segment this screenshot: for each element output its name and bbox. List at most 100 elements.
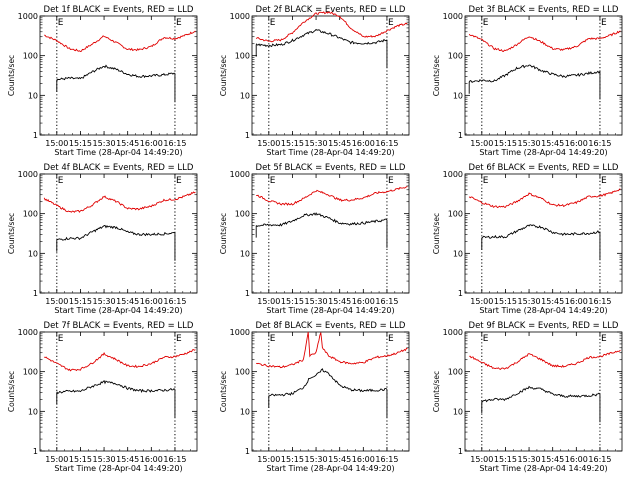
event-start-label: E bbox=[58, 18, 64, 28]
x-tick-label: 15:30 bbox=[93, 455, 116, 464]
event-start-label: E bbox=[58, 334, 64, 344]
x-tick-label: 15:30 bbox=[305, 297, 328, 306]
y-tick-label: 1 bbox=[458, 131, 463, 140]
x-tick-label: 15:45 bbox=[541, 139, 564, 148]
plot-frame bbox=[464, 15, 623, 136]
y-tick-label: 1 bbox=[245, 447, 250, 456]
panel-det-2: Det 2f BLACK = Events, RED = LLD 1 10 100 10… bbox=[219, 5, 410, 157]
x-tick-label: 15:15 bbox=[69, 455, 92, 464]
series-events-line bbox=[56, 64, 175, 81]
x-tick-label: 15:30 bbox=[518, 139, 541, 148]
series-lld-line bbox=[468, 30, 621, 53]
y-tick-label: 10 bbox=[28, 91, 38, 100]
y-tick-label: 10 bbox=[28, 249, 38, 258]
event-end-label: E bbox=[388, 176, 394, 186]
x-tick-label: 15:15 bbox=[494, 139, 517, 148]
y-tick-label: 10 bbox=[28, 407, 38, 416]
y-tick-label: 10 bbox=[453, 407, 463, 416]
series-lld-line bbox=[256, 186, 408, 206]
x-tick-label: 15:00 bbox=[45, 139, 68, 148]
x-tick-label: 16:00 bbox=[352, 139, 375, 148]
x-tick-label: 15:15 bbox=[69, 139, 92, 148]
x-tick-label: 15:15 bbox=[281, 297, 304, 306]
event-end-label: E bbox=[176, 334, 182, 344]
x-tick-label: 16:15 bbox=[375, 139, 398, 148]
series-lld-line bbox=[468, 188, 621, 209]
x-axis-label: Start Time (28-Apr-04 14:49:20) bbox=[54, 306, 182, 315]
y-tick-label: 1000 bbox=[18, 170, 38, 179]
event-end-label: E bbox=[601, 18, 607, 28]
panel-title: Det 3f BLACK = Events, RED = LLD bbox=[469, 5, 619, 15]
y-tick-label: 1000 bbox=[443, 170, 463, 179]
event-end-label: E bbox=[388, 18, 394, 28]
y-tick-label: 100 bbox=[235, 52, 250, 61]
x-axis-label: Start Time (28-Apr-04 14:49:20) bbox=[479, 148, 607, 157]
panel-title: Det 2f BLACK = Events, RED = LLD bbox=[256, 5, 406, 15]
y-tick-label: 100 bbox=[448, 210, 463, 219]
x-tick-label: 16:15 bbox=[375, 455, 398, 464]
event-end-label: E bbox=[176, 18, 182, 28]
x-tick-label: 15:15 bbox=[494, 455, 517, 464]
series-events-line bbox=[255, 28, 388, 48]
series-events-line bbox=[56, 224, 176, 241]
x-tick-label: 15:15 bbox=[281, 455, 304, 464]
y-axis-label: Counts/sec bbox=[432, 213, 441, 254]
event-end-label: E bbox=[388, 334, 394, 344]
event-end-label: E bbox=[176, 176, 182, 186]
plot-frame bbox=[39, 15, 198, 136]
series-lld-line bbox=[255, 11, 408, 43]
y-tick-label: 10 bbox=[453, 249, 463, 258]
panel-det-3: Det 3f BLACK = Events, RED = LLD 1 10 100 10… bbox=[432, 5, 623, 157]
y-tick-label: 100 bbox=[23, 210, 38, 219]
x-tick-label: 16:00 bbox=[565, 455, 588, 464]
x-tick-label: 16:00 bbox=[565, 297, 588, 306]
plot-frame bbox=[251, 15, 410, 136]
plot-frame bbox=[464, 173, 623, 294]
panel-det-9: Det 9f BLACK = Events, RED = LLD 1 10 100 10… bbox=[432, 321, 623, 473]
x-axis-label: Start Time (28-Apr-04 14:49:20) bbox=[479, 464, 607, 473]
y-tick-label: 1 bbox=[245, 131, 250, 140]
y-tick-label: 10 bbox=[240, 249, 250, 258]
y-axis-label: Counts/sec bbox=[432, 371, 441, 412]
x-tick-label: 15:30 bbox=[305, 455, 328, 464]
x-tick-label: 15:30 bbox=[93, 297, 116, 306]
panel-title: Det 6f BLACK = Events, RED = LLD bbox=[469, 163, 619, 173]
event-start-label: E bbox=[483, 176, 489, 186]
x-tick-label: 15:00 bbox=[257, 297, 280, 306]
plot-frame bbox=[39, 173, 198, 294]
x-tick-label: 16:15 bbox=[163, 139, 186, 148]
series-events-line bbox=[268, 368, 388, 397]
panel-det-6: Det 6f BLACK = Events, RED = LLD 1 10 100 10… bbox=[432, 163, 623, 315]
series-lld-line bbox=[256, 331, 408, 369]
y-tick-label: 1 bbox=[458, 289, 463, 298]
x-tick-label: 16:00 bbox=[140, 455, 163, 464]
event-start-label: E bbox=[58, 176, 64, 186]
x-axis-label: Start Time (28-Apr-04 14:49:20) bbox=[54, 464, 182, 473]
x-tick-label: 15:15 bbox=[494, 297, 517, 306]
y-tick-label: 100 bbox=[448, 52, 463, 61]
plot-frame bbox=[39, 331, 198, 452]
y-tick-label: 1 bbox=[33, 289, 38, 298]
x-tick-label: 15:00 bbox=[45, 297, 68, 306]
x-tick-label: 15:00 bbox=[470, 455, 493, 464]
x-tick-label: 15:30 bbox=[93, 139, 116, 148]
series-events-line bbox=[255, 212, 388, 227]
x-tick-label: 15:45 bbox=[116, 139, 139, 148]
y-tick-label: 100 bbox=[235, 368, 250, 377]
x-tick-label: 15:30 bbox=[518, 455, 541, 464]
y-tick-label: 1000 bbox=[443, 12, 463, 21]
y-tick-label: 100 bbox=[23, 52, 38, 61]
panel-title: Det 9f BLACK = Events, RED = LLD bbox=[469, 321, 619, 331]
series-lld-line bbox=[43, 349, 196, 372]
x-tick-label: 16:15 bbox=[163, 297, 186, 306]
x-tick-label: 15:00 bbox=[470, 139, 493, 148]
y-axis-label: Counts/sec bbox=[219, 55, 228, 96]
series-lld-line bbox=[469, 349, 621, 370]
y-tick-label: 1000 bbox=[18, 12, 38, 21]
y-axis-label: Counts/sec bbox=[219, 213, 228, 254]
y-tick-label: 100 bbox=[448, 368, 463, 377]
plot-frame bbox=[464, 331, 623, 452]
x-tick-label: 15:00 bbox=[45, 455, 68, 464]
x-tick-label: 16:15 bbox=[163, 455, 186, 464]
x-tick-label: 15:15 bbox=[69, 297, 92, 306]
